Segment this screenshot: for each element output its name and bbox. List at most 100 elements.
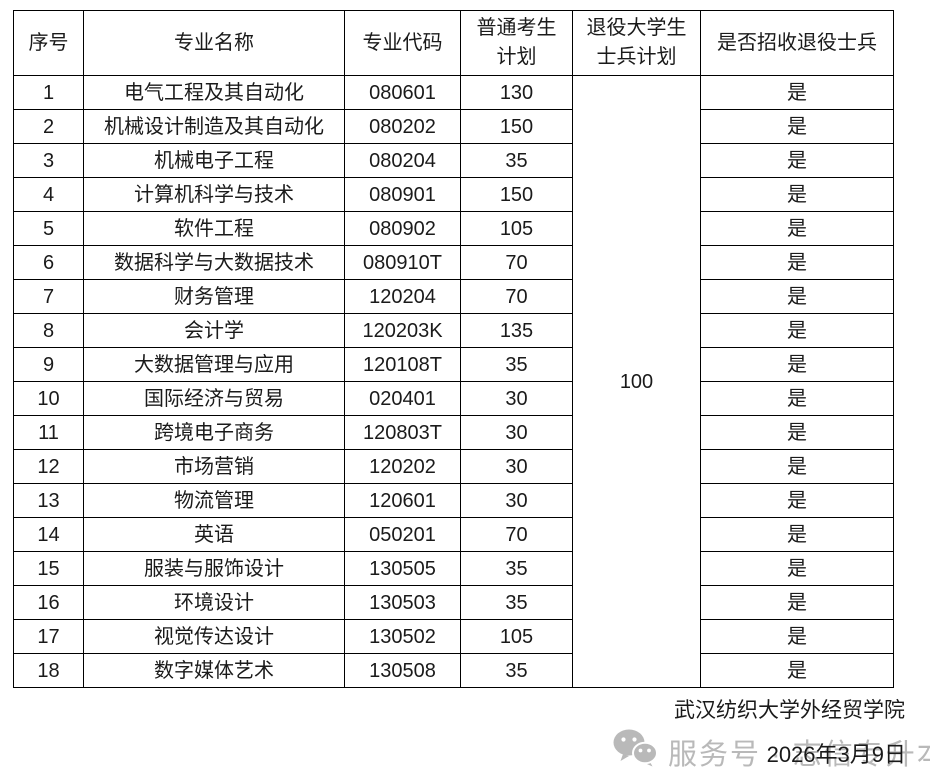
row-number-cell: 13 [13, 483, 84, 518]
regular-plan-cell: 150 [460, 177, 573, 212]
regular-plan-cell: 130 [460, 75, 573, 110]
recruit-veterans-cell: 是 [700, 483, 894, 518]
row-number-cell: 5 [13, 211, 84, 246]
major-code-cell: 120202 [344, 449, 461, 484]
veteran-plan-merged-cell: 100 [572, 75, 701, 688]
major-name-cell: 跨境电子商务 [83, 415, 345, 450]
table-row: 8 会计学 120203K 135 是 [13, 313, 894, 348]
header-major-name: 专业名称 [83, 10, 345, 76]
row-number-cell: 2 [13, 109, 84, 144]
major-name-cell: 服装与服饰设计 [83, 551, 345, 586]
footer-organization: 武汉纺织大学外经贸学院 [674, 699, 905, 722]
regular-plan-cell: 30 [460, 381, 573, 416]
major-name-cell: 财务管理 [83, 279, 345, 314]
recruit-veterans-cell: 是 [700, 245, 894, 280]
recruit-veterans-cell: 是 [700, 177, 894, 212]
major-name-cell: 机械电子工程 [83, 143, 345, 178]
row-number-cell: 17 [13, 619, 84, 654]
recruit-veterans-cell: 是 [700, 449, 894, 484]
table-row: 3 机械电子工程 080204 35 是 [13, 143, 894, 178]
header-row: 序号 专业名称 专业代码 普通考生 计划 退役大学生 士兵计划 是否招收退役士兵 [13, 10, 894, 76]
row-number-cell: 8 [13, 313, 84, 348]
major-code-cell: 120204 [344, 279, 461, 314]
header-veteran-plan: 退役大学生 士兵计划 [572, 10, 701, 76]
row-number-cell: 7 [13, 279, 84, 314]
row-number-cell: 15 [13, 551, 84, 586]
recruit-veterans-cell: 是 [700, 517, 894, 552]
regular-plan-cell: 35 [460, 653, 573, 688]
recruit-veterans-cell: 是 [700, 381, 894, 416]
major-code-cell: 080902 [344, 211, 461, 246]
table-row: 6 数据科学与大数据技术 080910T 70 是 [13, 245, 894, 280]
table-header: 序号 专业名称 专业代码 普通考生 计划 退役大学生 士兵计划 是否招收退役士兵 [13, 10, 894, 76]
table-row: 1 电气工程及其自动化 080601 130 100 是 [13, 75, 894, 688]
recruit-veterans-cell: 是 [700, 347, 894, 382]
row-number-cell: 11 [13, 415, 84, 450]
header-major-code: 专业代码 [344, 10, 461, 76]
major-name-cell: 环境设计 [83, 585, 345, 620]
major-name-cell: 电气工程及其自动化 [83, 75, 345, 110]
major-code-cell: 120601 [344, 483, 461, 518]
table-row: 14 英语 050201 70 是 [13, 517, 894, 552]
regular-plan-cell: 30 [460, 483, 573, 518]
regular-plan-cell: 70 [460, 279, 573, 314]
row-number-cell: 16 [13, 585, 84, 620]
major-code-cell: 080202 [344, 109, 461, 144]
table-body: 1 电气工程及其自动化 080601 130 100 是 2 机械设计制造及其自动化 08020… [13, 75, 894, 688]
table-row: 16 环境设计 130503 35 是 [13, 585, 894, 620]
major-code-cell: 080910T [344, 245, 461, 280]
major-name-cell: 物流管理 [83, 483, 345, 518]
major-code-cell: 120803T [344, 415, 461, 450]
regular-plan-cell: 105 [460, 211, 573, 246]
major-name-cell: 数据科学与大数据技术 [83, 245, 345, 280]
major-code-cell: 080601 [344, 75, 461, 110]
recruit-veterans-cell: 是 [700, 313, 894, 348]
major-name-cell: 视觉传达设计 [83, 619, 345, 654]
footer-date: 2026年3月9日 [766, 742, 906, 767]
recruit-veterans-cell: 是 [700, 211, 894, 246]
table-row: 5 软件工程 080902 105 是 [13, 211, 894, 246]
table-row: 2 机械设计制造及其自动化 080202 150 是 [13, 109, 894, 144]
watermark-label: 服务号 · 志信专升本 [668, 739, 930, 771]
row-number-cell: 6 [13, 245, 84, 280]
table-row: 9 大数据管理与应用 120108T 35 是 [13, 347, 894, 382]
table-row: 17 视觉传达设计 130502 105 是 [13, 619, 894, 654]
major-code-cell: 130502 [344, 619, 461, 654]
regular-plan-cell: 70 [460, 245, 573, 280]
major-name-cell: 会计学 [83, 313, 345, 348]
major-code-cell: 130505 [344, 551, 461, 586]
major-code-cell: 120203K [344, 313, 461, 348]
recruit-veterans-cell: 是 [700, 619, 894, 654]
major-code-cell: 080901 [344, 177, 461, 212]
major-name-cell: 机械设计制造及其自动化 [83, 109, 345, 144]
major-code-cell: 020401 [344, 381, 461, 416]
major-code-cell: 130503 [344, 585, 461, 620]
regular-plan-cell: 35 [460, 143, 573, 178]
recruit-veterans-cell: 是 [700, 109, 894, 144]
major-name-cell: 软件工程 [83, 211, 345, 246]
row-number-cell: 12 [13, 449, 84, 484]
table-row: 18 数字媒体艺术 130508 35 是 [13, 653, 894, 688]
major-name-cell: 国际经济与贸易 [83, 381, 345, 416]
table-row: 12 市场营销 120202 30 是 [13, 449, 894, 484]
major-code-cell: 050201 [344, 517, 461, 552]
regular-plan-cell: 30 [460, 415, 573, 450]
recruit-veterans-cell: 是 [700, 75, 894, 110]
table-row: 4 计算机科学与技术 080901 150 是 [13, 177, 894, 212]
wechat-icon [612, 727, 658, 777]
regular-plan-cell: 35 [460, 551, 573, 586]
table-row: 15 服装与服饰设计 130505 35 是 [13, 551, 894, 586]
recruit-veterans-cell: 是 [700, 279, 894, 314]
table-row: 11 跨境电子商务 120803T 30 是 [13, 415, 894, 450]
row-number-cell: 3 [13, 143, 84, 178]
header-regular-plan: 普通考生 计划 [460, 10, 573, 76]
row-number-cell: 1 [13, 75, 84, 110]
table-row: 10 国际经济与贸易 020401 30 是 [13, 381, 894, 416]
enrollment-plan-table: 序号 专业名称 专业代码 普通考生 计划 退役大学生 士兵计划 是否招收退役士兵… [13, 10, 894, 688]
major-name-cell: 英语 [83, 517, 345, 552]
major-code-cell: 130508 [344, 653, 461, 688]
regular-plan-cell: 30 [460, 449, 573, 484]
regular-plan-cell: 135 [460, 313, 573, 348]
regular-plan-cell: 105 [460, 619, 573, 654]
recruit-veterans-cell: 是 [700, 551, 894, 586]
